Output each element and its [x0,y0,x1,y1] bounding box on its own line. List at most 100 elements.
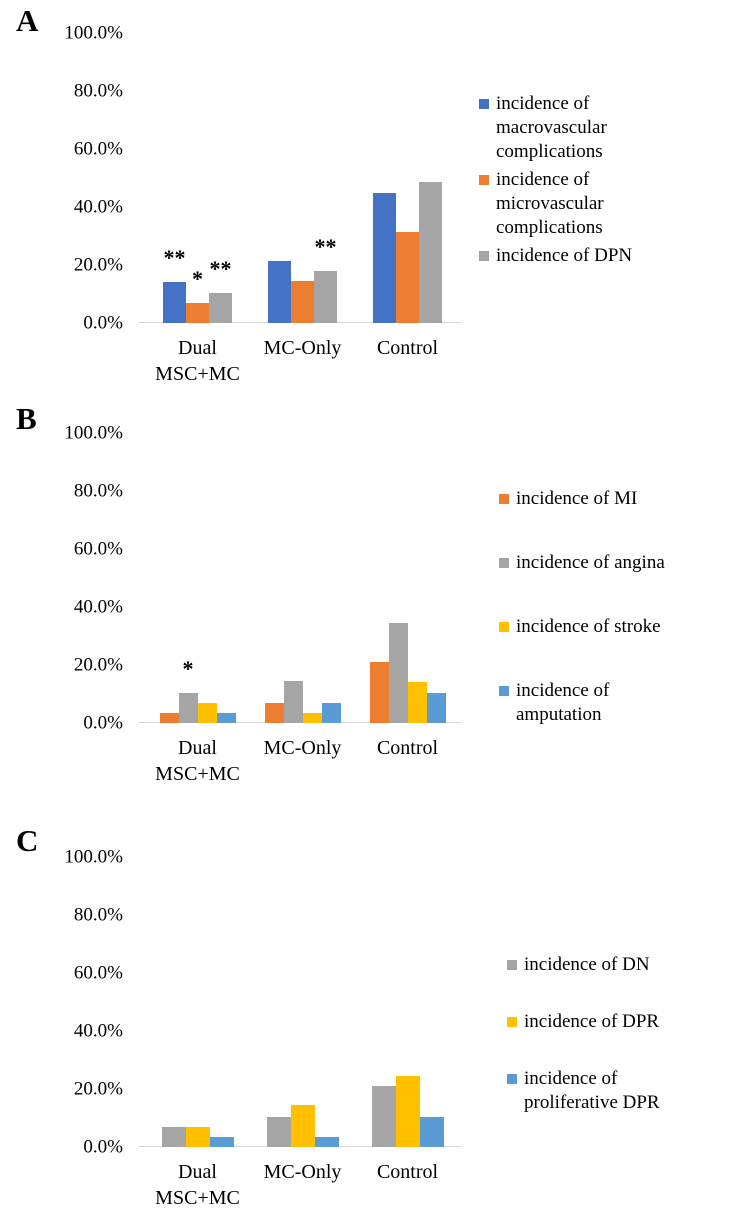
bar [396,231,419,323]
category-label: MC-Only [264,735,342,761]
y-tick-label: 20.0% [73,254,123,276]
category-label: MC-Only [264,335,342,361]
bar-group: Control [355,857,460,1183]
bar-groups: Dual MSC+MC MC-Only Control [145,857,460,1209]
bar-group: ** * ** Dual MSC+MC [145,33,250,385]
legend-swatch-icon [479,251,489,261]
legend-item: incidence of macrovascular complications [479,92,649,164]
bar [283,680,303,723]
chart-area-C: 100.0% 80.0% 60.0% 40.0% 20.0% 0.0% Dual MSC+M… [0,848,462,1209]
bar [371,1086,396,1147]
chart-area-B: 100.0% 80.0% 60.0% 40.0% 20.0% 0.0% * Dual MSC+… [0,424,462,785]
panel-C: C 100.0% 80.0% 60.0% 40.0% 20.0% 0.0% Dual MSC… [0,820,744,1218]
legend-label: incidence of proliferative DPR [524,1068,660,1113]
bar-slot [209,1136,234,1147]
bar-slot [268,260,291,323]
significance-marker: ** [163,245,186,271]
legend-swatch-icon [479,175,489,185]
bar [388,622,408,723]
bar-group: Control [355,33,460,359]
plot-area: ** * ** Dual MSC+MC ** MC-Only Control [139,33,462,385]
panel-label-B: B [16,401,37,436]
bar [302,712,322,723]
bar-slot: * [178,657,198,723]
y-tick-label: 20.0% [73,1078,123,1100]
category-label-line: Dual [178,737,217,759]
legend-item: incidence of MI [499,487,679,511]
bar [209,292,232,323]
bar-slot [302,712,322,723]
bar [216,712,236,723]
bar-group: MC-Only [250,857,355,1183]
significance-marker: * [182,655,194,681]
bar [395,1075,420,1147]
y-tick-label: 0.0% [83,712,123,734]
legend-item: incidence of stroke [499,615,679,639]
y-axis: 100.0% 80.0% 60.0% 40.0% 20.0% 0.0% [0,24,123,333]
bar-slot [396,231,419,323]
category-label: Dual MSC+MC [155,735,240,787]
bar-slot [419,182,442,323]
y-tick-label: 100.0% [64,22,123,44]
legend-label: incidence of angina [516,552,665,573]
bar-slot: ** [209,257,232,323]
category-label-line: MSC+MC [155,763,240,785]
bar [419,1116,444,1147]
bar-group: ** MC-Only [250,33,355,359]
category-label-line: Control [376,337,439,359]
bar-slot [371,1086,396,1147]
bar-slot [321,702,341,723]
legend-label: incidence of macrovascular complications [496,93,607,162]
panel-A: A 100.0% 80.0% 60.0% 40.0% 20.0% 0.0% ** * ** Du… [0,0,744,398]
plot-area: Dual MSC+MC MC-Only Control [139,857,462,1209]
y-tick-label: 20.0% [73,654,123,676]
legend: incidence of DN incidence of DPR incidence… [507,953,687,1115]
legend-swatch-icon [499,558,509,568]
panel-label-C: C [16,823,39,858]
bar-slot [407,682,427,723]
bar-group: * Dual MSC+MC [145,433,250,785]
y-axis: 100.0% 80.0% 60.0% 40.0% 20.0% 0.0% [0,424,123,733]
bar [178,692,198,723]
legend-swatch-icon [499,494,509,504]
bar-slot [159,712,179,723]
bar [426,692,446,723]
legend: incidence of MI incidence of angina incide… [499,487,679,727]
legend-label: incidence of MI [516,488,638,509]
category-label-line: Dual [178,1161,217,1183]
bar-slot [426,692,446,723]
legend-label: incidence of microvascular complications [496,169,604,238]
bar [264,702,284,723]
y-axis: 100.0% 80.0% 60.0% 40.0% 20.0% 0.0% [0,848,123,1157]
y-tick-label: 100.0% [64,846,123,868]
bar-slot [185,1126,210,1147]
panel-label-A: A [16,3,39,38]
category-label: Control [377,735,438,761]
y-tick-label: 80.0% [73,80,123,102]
bar-slot [290,1104,315,1147]
bar [369,662,389,723]
bar [197,702,217,723]
category-label-line: Dual [178,337,217,359]
category-label: Control [377,1159,438,1185]
bar-slot [314,1136,339,1147]
bar [161,1126,186,1147]
legend-label: incidence of stroke [516,616,661,637]
panel-B: B 100.0% 80.0% 60.0% 40.0% 20.0% 0.0% * Dual MS… [0,398,744,820]
legend-swatch-icon [507,1074,517,1084]
y-tick-label: 80.0% [73,904,123,926]
y-tick-label: 0.0% [83,1136,123,1158]
bar [290,1104,315,1147]
bar [266,1116,291,1147]
y-tick-label: 60.0% [73,138,123,160]
bar-slot [161,1126,186,1147]
legend-item: incidence of amputation [499,679,679,727]
legend-swatch-icon [507,1017,517,1027]
category-label-line: MC-Only [263,737,342,759]
bar-slot [266,1116,291,1147]
category-label-line: MSC+MC [155,1187,240,1209]
bar [186,302,209,323]
bar-slot [291,280,314,323]
category-label-line: MC-Only [263,337,342,359]
legend-item: incidence of DPR [507,1010,687,1034]
